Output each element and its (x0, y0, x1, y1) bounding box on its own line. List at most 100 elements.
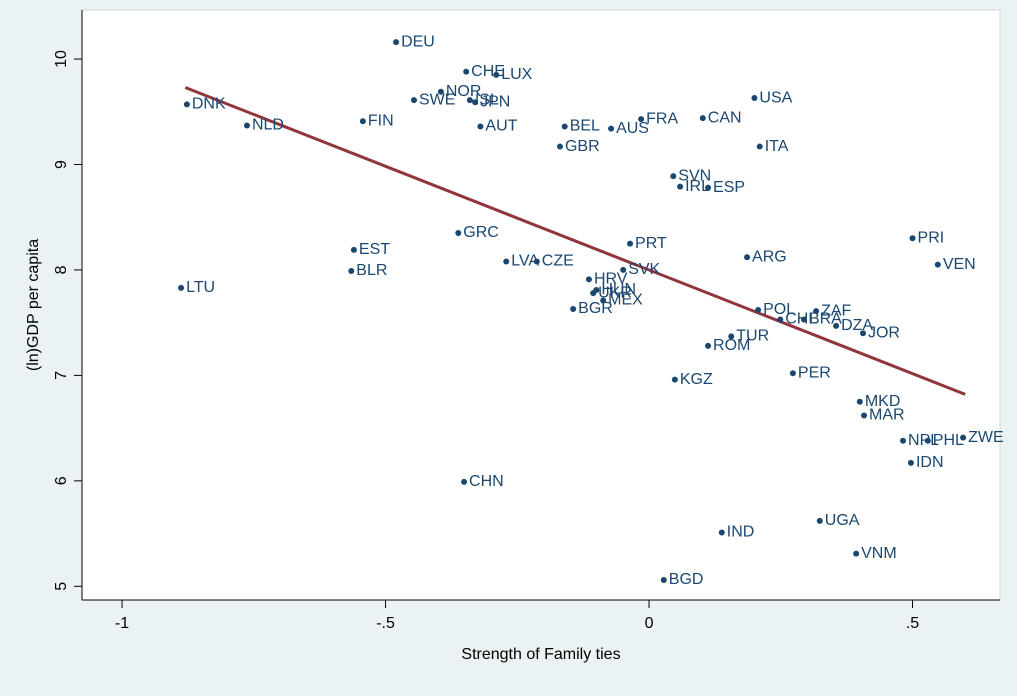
point (861, 412, 868, 419)
point (699, 115, 706, 122)
point (789, 370, 796, 377)
point (183, 101, 190, 108)
point-label: CHE (471, 63, 505, 80)
point (853, 550, 860, 557)
point-label: KGZ (680, 371, 713, 388)
point (755, 307, 762, 314)
x-tick-label: 0 (645, 615, 654, 632)
point-label: POL (763, 301, 795, 318)
point (924, 437, 931, 444)
point-label: CHN (469, 473, 504, 490)
point (670, 173, 677, 180)
point (816, 517, 823, 524)
point-label: GRC (463, 224, 499, 241)
point-label: LVA (511, 253, 539, 270)
point (677, 183, 684, 190)
point-label: LUX (501, 66, 532, 83)
point-label: UKR (598, 284, 632, 301)
point-label: HRV (594, 271, 628, 288)
point (570, 305, 577, 312)
point (410, 97, 417, 104)
point-label: TUR (736, 328, 769, 345)
point-label: VNM (861, 545, 897, 562)
point (463, 68, 470, 75)
point-label: SVK (628, 261, 660, 278)
point-label: ARG (752, 249, 787, 266)
point (718, 529, 725, 536)
point-label: NPL (908, 432, 939, 449)
point-label: EST (359, 241, 390, 258)
point-label: GBR (565, 138, 600, 155)
point (561, 123, 568, 130)
point (833, 322, 840, 329)
point (493, 71, 500, 78)
point (627, 240, 634, 247)
point-label: AUT (485, 118, 517, 135)
point-label: PRI (918, 230, 945, 247)
fit-line (184, 86, 966, 396)
point-label: DZA (841, 317, 873, 334)
y-tick-label: 5 (53, 582, 70, 591)
point-label: BGD (669, 571, 704, 588)
y-tick-label: 7 (53, 371, 70, 380)
point (960, 434, 967, 441)
point (455, 230, 462, 237)
point-label: SWE (419, 91, 455, 108)
point (585, 276, 592, 283)
point-label: CAN (708, 109, 742, 126)
point-label: NLD (252, 117, 284, 134)
point-label: ESP (713, 179, 745, 196)
y-axis-title: (ln)GDP per capita (25, 239, 42, 371)
point (934, 261, 941, 268)
point (907, 459, 914, 466)
point-label: IRL (685, 178, 710, 195)
point-label: PRT (635, 235, 667, 252)
point-label: JPN (480, 93, 510, 110)
point (620, 266, 627, 273)
point-label: FRA (646, 110, 678, 127)
point-label: ZWE (968, 429, 1004, 446)
point (705, 342, 712, 349)
point (472, 99, 479, 106)
point (477, 123, 484, 130)
point-label: BGR (578, 300, 613, 317)
point (178, 284, 185, 291)
point-label: DEU (401, 33, 435, 50)
point-label: PHL (933, 432, 964, 449)
point (900, 437, 907, 444)
point-label: MEX (608, 292, 643, 309)
point (243, 122, 250, 129)
point-label: BRA (809, 311, 842, 328)
point-label: IND (727, 524, 755, 541)
point-label: BEL (570, 118, 600, 135)
y-tick-label: 6 (53, 476, 70, 485)
point-label: JOR (868, 324, 900, 341)
point (777, 316, 784, 323)
x-axis-title: Strength of Family ties (461, 646, 620, 663)
point-label: PER (798, 364, 831, 381)
point (600, 297, 607, 304)
point-label: CZE (542, 253, 574, 270)
y-tick-label: 8 (53, 265, 70, 274)
point (856, 398, 863, 405)
point (503, 258, 510, 265)
point (466, 97, 473, 104)
point (348, 267, 355, 274)
point (350, 246, 357, 253)
point-label: BLR (356, 262, 387, 279)
point (909, 235, 916, 242)
point (800, 316, 807, 323)
y-tick-label: 9 (53, 160, 70, 169)
point-label: MKD (865, 393, 901, 410)
x-tick-label: -1 (115, 615, 129, 632)
point (728, 333, 735, 340)
point-label: ITA (765, 138, 789, 155)
point-label: MAR (869, 407, 905, 424)
point-label: HUN (601, 281, 636, 298)
point-label: LTU (186, 279, 215, 296)
point (751, 95, 758, 102)
point (533, 258, 540, 265)
point (671, 376, 678, 383)
point (393, 39, 400, 46)
